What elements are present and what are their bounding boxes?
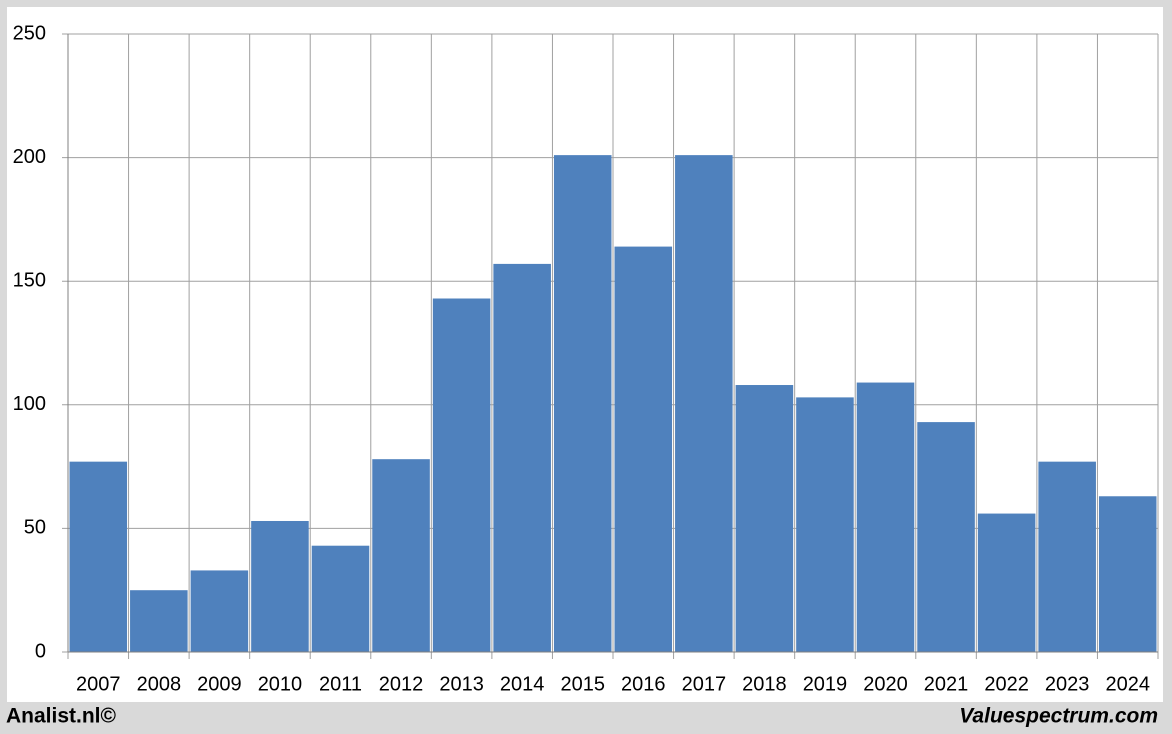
x-tick-label: 2009 <box>197 673 242 695</box>
bar <box>553 155 612 653</box>
x-tick-label: 2016 <box>621 673 666 695</box>
bar <box>977 513 1036 652</box>
bar <box>1038 461 1096 652</box>
x-tick-label: 2011 <box>319 673 362 695</box>
x-tick-label: 2013 <box>439 673 484 695</box>
bar <box>251 520 309 652</box>
x-tick-label: 2020 <box>863 673 908 695</box>
x-tick-label: 2015 <box>560 673 605 695</box>
bar <box>675 155 733 653</box>
x-tick-label: 2022 <box>984 673 1029 695</box>
bar <box>856 382 915 652</box>
bar <box>493 263 551 652</box>
y-tick-label: 150 <box>13 269 46 291</box>
x-tick-label: 2023 <box>1045 673 1090 695</box>
x-tick-label: 2021 <box>924 673 969 695</box>
x-tick-label: 2007 <box>76 673 121 695</box>
bar <box>372 459 430 652</box>
bar <box>614 246 673 653</box>
x-tick-label: 2014 <box>500 673 545 695</box>
y-tick-label: 0 <box>35 640 46 662</box>
x-tick-label: 2017 <box>682 673 727 695</box>
bar <box>735 385 794 652</box>
bar <box>190 570 249 652</box>
bar <box>917 422 975 652</box>
x-tick-label: 2018 <box>742 673 787 695</box>
bar <box>796 397 854 652</box>
credit-right: Valuespectrum.com <box>959 705 1158 728</box>
x-tick-label: 2012 <box>379 673 424 695</box>
bar <box>1098 496 1157 652</box>
bar <box>311 545 370 652</box>
x-tick-label: 2010 <box>258 673 303 695</box>
credit-left: Analist.nl© <box>6 705 117 728</box>
y-tick-label: 200 <box>13 146 46 168</box>
y-tick-label: 250 <box>13 22 46 44</box>
y-tick-label: 50 <box>24 517 46 539</box>
bar <box>69 461 128 652</box>
y-tick-label: 100 <box>13 393 46 415</box>
x-tick-label: 2019 <box>803 673 848 695</box>
x-tick-label: 2008 <box>137 673 182 695</box>
bar <box>130 590 188 652</box>
x-tick-label: 2024 <box>1105 673 1150 695</box>
bar <box>432 298 491 652</box>
